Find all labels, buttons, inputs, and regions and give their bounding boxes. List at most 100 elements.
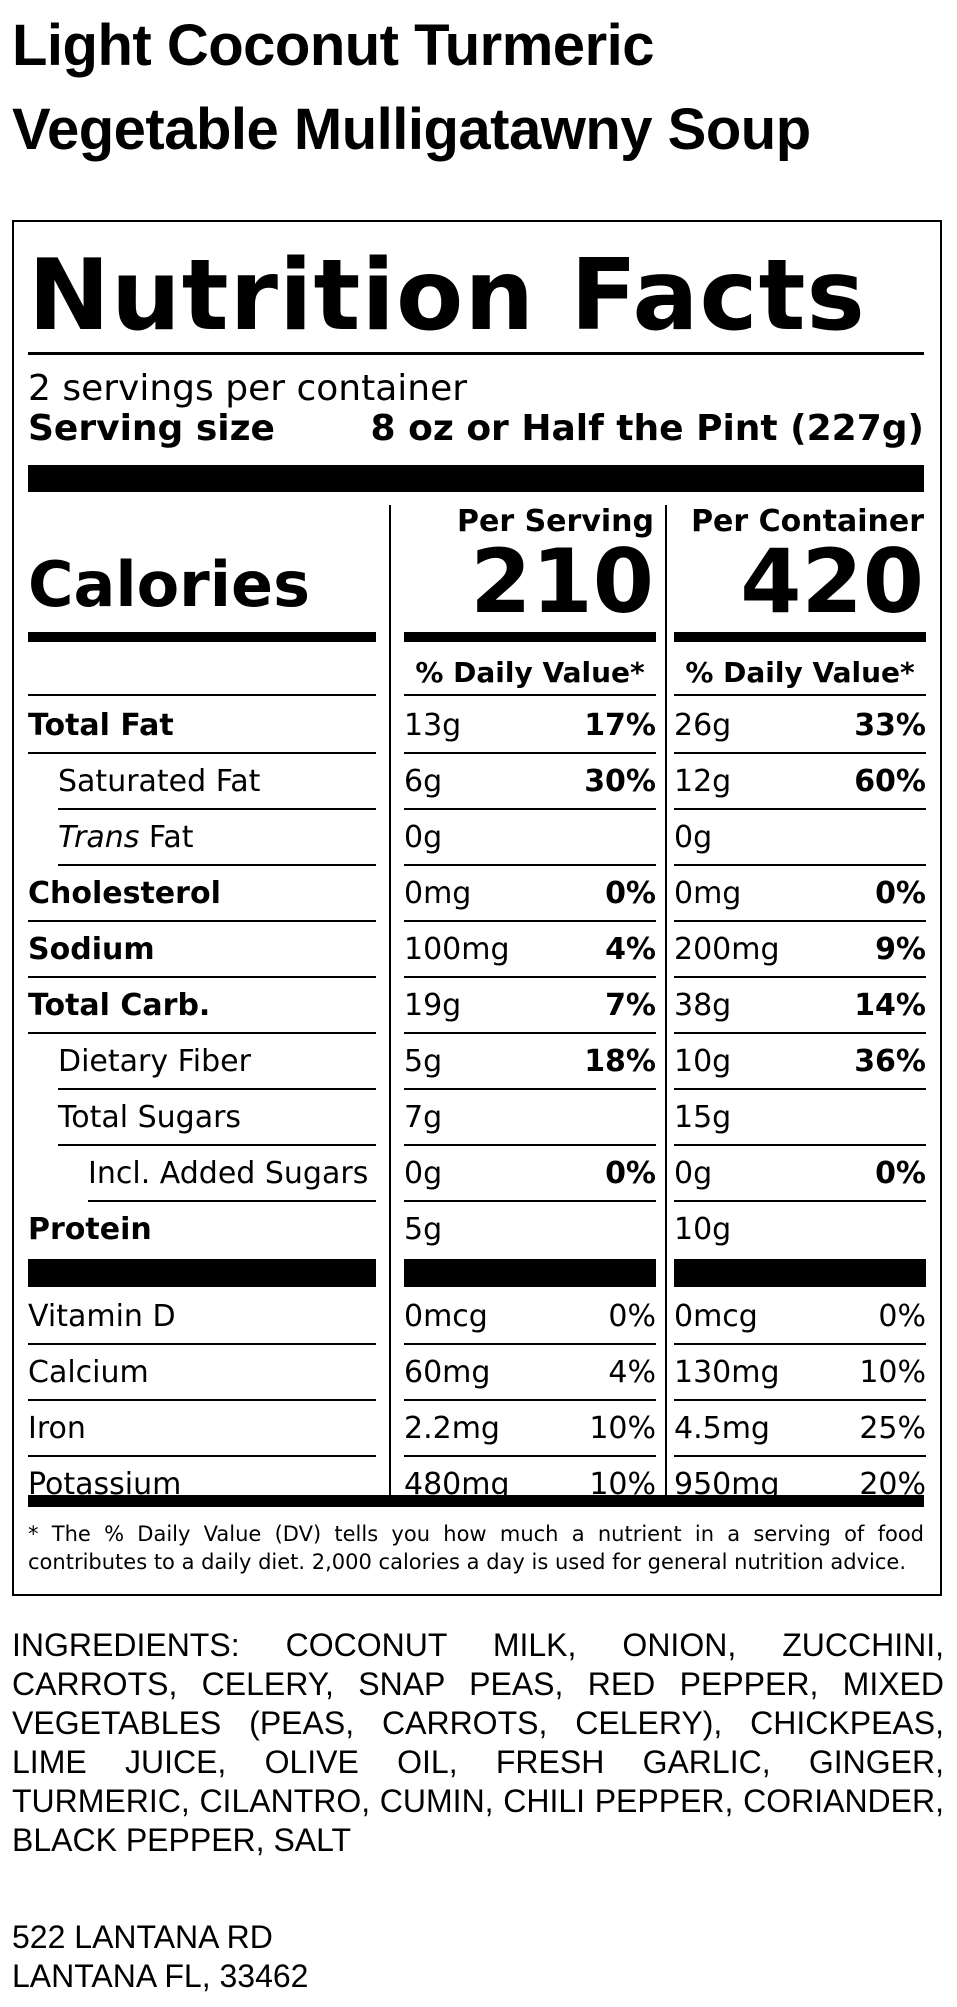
row-divider-2 — [674, 1088, 926, 1090]
row-divider-0 — [58, 1144, 376, 1146]
ingredients-list: INGREDIENTS: COCONUT MILK, ONION, ZUCCHI… — [12, 1627, 944, 1858]
nutrient-name: Saturated Fat — [58, 764, 261, 799]
micro-serving-dv: 10% — [589, 1411, 656, 1446]
micro-serving-dv: 0% — [608, 1299, 656, 1334]
micro-divider-0 — [28, 1343, 376, 1345]
column-divider-1 — [389, 505, 391, 1495]
serving-amount: 13g — [404, 708, 462, 743]
calories-divider-right — [674, 632, 926, 642]
serving-amount: 0g — [404, 820, 443, 855]
micro-divider-1 — [404, 1343, 656, 1345]
container-amount: 200mg — [674, 932, 780, 967]
row-divider-0 — [58, 1088, 376, 1090]
calories-per-container: 420 — [740, 530, 924, 633]
serving-amount: 7g — [404, 1100, 443, 1135]
container-amount: 26g — [674, 708, 732, 743]
daily-value-footnote: * The % Daily Value (DV) tells you how m… — [28, 1522, 924, 1574]
dv-header-divider-2 — [674, 694, 926, 696]
micro-divider-2 — [674, 1399, 926, 1401]
row-divider-0 — [58, 808, 376, 810]
serving-dv: 30% — [584, 764, 656, 799]
serving-amount: 19g — [404, 988, 462, 1023]
row-divider-0 — [28, 1032, 376, 1034]
micro-divider-2 — [674, 1343, 926, 1345]
micro-serving-amount: 2.2mg — [404, 1411, 500, 1446]
container-dv: 60% — [854, 764, 926, 799]
servings-per-container: 2 servings per container — [28, 368, 468, 409]
row-divider-1 — [404, 1032, 656, 1034]
micro-serving-amount: 0mcg — [404, 1299, 488, 1334]
per-serving-header: Per Serving — [457, 504, 654, 539]
container-dv: 36% — [854, 1044, 926, 1079]
nutrient-name-italic: Trans — [58, 820, 140, 855]
nutrient-name: Total Sugars — [58, 1100, 242, 1135]
micro-serving-amount: 60mg — [404, 1355, 491, 1390]
serving-dv: 0% — [605, 1156, 656, 1191]
nutrient-name-rest: Fat — [139, 820, 194, 855]
row-divider-2 — [674, 920, 926, 922]
calories-divider-mid — [404, 632, 656, 642]
row-divider-1 — [404, 1088, 656, 1090]
protein-thick-divider-1 — [404, 1259, 656, 1287]
container-dv: 9% — [875, 932, 926, 967]
row-divider-1 — [404, 864, 656, 866]
serving-size-value: 8 oz or Half the Pint (227g) — [370, 408, 924, 449]
serving-dv: 4% — [605, 932, 656, 967]
container-dv: 14% — [854, 988, 926, 1023]
micro-divider-1 — [404, 1399, 656, 1401]
micro-container-amount: 4.5mg — [674, 1411, 770, 1446]
serving-dv: 17% — [584, 708, 656, 743]
row-divider-1 — [404, 1144, 656, 1146]
nutrient-name: Total Carb. — [28, 988, 211, 1023]
address-line2: LANTANA FL, 33462 — [12, 1958, 309, 1994]
serving-dv: 18% — [584, 1044, 656, 1079]
container-dv: 33% — [854, 708, 926, 743]
nutrient-name: Dietary Fiber — [58, 1044, 251, 1079]
product-title-line2: Vegetable Mulligatawny Soup — [12, 97, 811, 162]
nutrient-name: Sodium — [28, 932, 155, 967]
row-divider-1 — [404, 1200, 656, 1202]
container-amount: 38g — [674, 988, 732, 1023]
container-amount: 10g — [674, 1044, 732, 1079]
row-divider-0 — [28, 976, 376, 978]
address-line1: 522 LANTANA RD — [12, 1919, 273, 1955]
row-divider-2 — [674, 808, 926, 810]
serving-amount: 6g — [404, 764, 443, 799]
calories-per-serving: 210 — [470, 530, 654, 633]
nutrition-facts-heading: Nutrition Facts — [28, 239, 866, 353]
nutrient-name: Protein — [28, 1212, 152, 1247]
column-divider-2 — [665, 505, 667, 1495]
micro-divider-0 — [28, 1455, 376, 1457]
nutrient-name: Total Fat — [28, 708, 174, 743]
product-title: Light Coconut Turmeric Vegetable Mulliga… — [12, 4, 942, 172]
dv-header-divider-1 — [404, 694, 656, 696]
micro-serving-dv: 4% — [608, 1355, 656, 1390]
serving-amount: 5g — [404, 1212, 443, 1247]
product-title-line1: Light Coconut Turmeric — [12, 13, 655, 78]
serving-dv: 0% — [605, 876, 656, 911]
serving-thick-divider — [28, 465, 924, 492]
bottom-thick-divider — [28, 1495, 924, 1507]
daily-value-header-container: % Daily Value* — [685, 656, 915, 689]
micro-name: Iron — [28, 1411, 86, 1446]
row-divider-1 — [404, 920, 656, 922]
row-divider-2 — [674, 752, 926, 754]
row-divider-0 — [58, 864, 376, 866]
row-divider-0 — [88, 1200, 376, 1202]
row-divider-1 — [404, 808, 656, 810]
micro-container-dv: 0% — [878, 1299, 926, 1334]
calories-divider-left — [28, 632, 376, 642]
row-divider-2 — [674, 1144, 926, 1146]
serving-size-label: Serving size — [28, 408, 275, 449]
row-divider-2 — [674, 1032, 926, 1034]
micro-container-amount: 130mg — [674, 1355, 780, 1390]
serving-amount: 0mg — [404, 876, 472, 911]
micro-divider-2 — [674, 1455, 926, 1457]
serving-amount: 100mg — [404, 932, 510, 967]
nutrient-name: Trans Fat — [58, 820, 194, 856]
serving-dv: 7% — [605, 988, 656, 1023]
row-divider-0 — [28, 920, 376, 922]
row-divider-1 — [404, 752, 656, 754]
calories-label: Calories — [28, 548, 310, 621]
row-divider-1 — [404, 976, 656, 978]
